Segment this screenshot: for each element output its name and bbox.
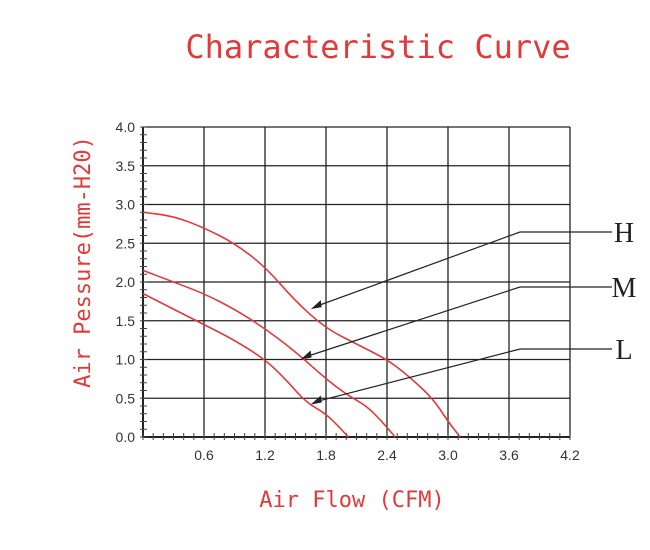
y-tick-label-6: 3.0 <box>116 197 136 213</box>
series-line-M <box>142 269 396 438</box>
plot-axes <box>140 126 571 440</box>
callout-arrowhead-H <box>310 300 322 310</box>
chart-title: Characteristic Curve <box>185 28 570 66</box>
callout-arrowhead-M <box>300 350 312 360</box>
callout-label-L: L <box>615 335 632 366</box>
callout-label-H: H <box>614 218 634 249</box>
x-tick-label-2: 1.8 <box>316 447 336 463</box>
series-lines <box>142 211 461 438</box>
y-tick-label-2: 1.0 <box>116 352 136 368</box>
x-tick-label-1: 1.2 <box>255 447 275 463</box>
callout-arrowhead-L <box>310 395 322 405</box>
y-tick-label-4: 2.0 <box>116 274 136 290</box>
y-tick-label-8: 4.0 <box>116 119 136 135</box>
series-line-L <box>142 292 349 438</box>
x-tick-label-5: 3.6 <box>499 447 519 463</box>
callout-label-M: M <box>612 273 637 304</box>
series-line-H <box>142 211 461 438</box>
x-tick-label-4: 3.0 <box>438 447 458 463</box>
y-tick-label-0: 0.0 <box>116 429 136 445</box>
x-tick-label-6: 4.2 <box>560 447 580 463</box>
x-tick-label-0: 0.6 <box>194 447 214 463</box>
callout-leader-diag-M <box>306 286 521 358</box>
callout-leader-diag-H <box>316 231 521 307</box>
y-tick-label-1: 0.5 <box>116 390 136 406</box>
y-tick-label-3: 1.5 <box>116 313 136 329</box>
x-tick-labels: 0.6 1.2 1.8 2.4 3.0 3.6 4.2 <box>194 447 580 463</box>
callout-leader-diag-L <box>316 348 521 403</box>
x-axis-label: Air Flow (CFM) <box>259 488 444 513</box>
y-axis-label: Air Pessure(mm-H20) <box>71 136 96 388</box>
curve-callouts: HML <box>300 218 637 405</box>
plot-grid <box>143 126 571 437</box>
y-tick-label-7: 3.5 <box>116 158 136 174</box>
y-tick-label-5: 2.5 <box>116 235 136 251</box>
y-tick-labels: 0.0 0.5 1.0 1.5 2.0 2.5 3.0 3.5 4.0 <box>116 119 136 445</box>
x-tick-label-3: 2.4 <box>377 447 397 463</box>
